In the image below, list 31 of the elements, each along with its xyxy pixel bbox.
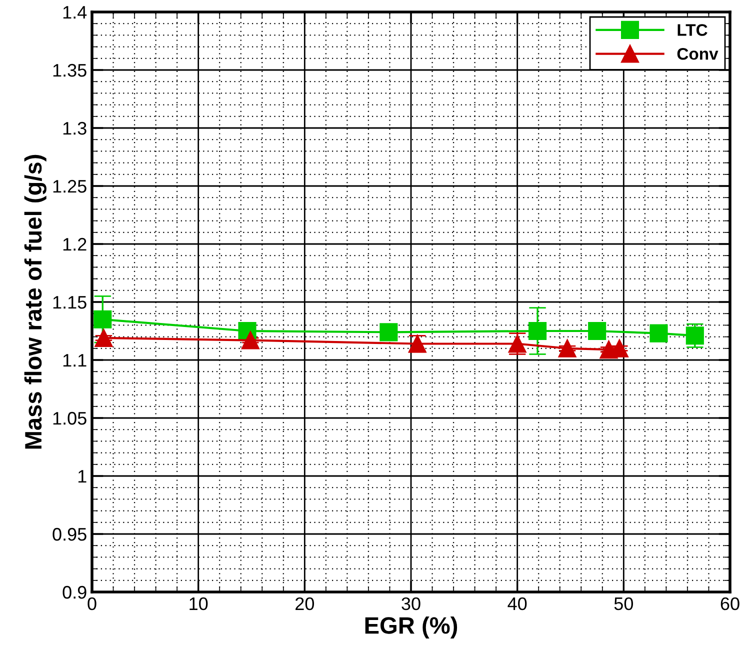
y-tick-label: 1.1 [63, 354, 86, 367]
x-tick-label: 20 [296, 597, 314, 610]
x-tick-label: 0 [88, 597, 96, 610]
legend-label: LTC [678, 24, 708, 36]
point [94, 310, 112, 328]
x-tick-label: 60 [720, 597, 740, 610]
x-axis-title: EGR (%) [365, 616, 458, 638]
x-tick-label: 40 [508, 597, 527, 610]
point [558, 339, 576, 358]
y-tick-label: 0.9 [62, 586, 86, 599]
x-tick-label: 10 [190, 597, 208, 610]
point [528, 322, 547, 340]
y-tick-label: 1.05 [53, 412, 86, 425]
point [650, 324, 668, 342]
point [686, 326, 704, 345]
point [588, 322, 606, 340]
y-axis-title: Mass flow rate of fuel (g/s) [24, 154, 46, 449]
y-tick-label: 1.2 [63, 238, 86, 251]
y-tick-label: 1.25 [53, 180, 86, 193]
y-tick-label: 1.15 [53, 296, 86, 309]
x-tick-label: 50 [614, 597, 634, 610]
legend-label: Conv [677, 48, 718, 60]
point [241, 331, 260, 350]
x-tick-label: 30 [402, 597, 420, 610]
y-tick-label: 0.95 [52, 528, 86, 541]
y-tick-label: 1 [78, 470, 86, 483]
y-tick-label: 1.4 [63, 6, 87, 19]
point [380, 323, 398, 342]
y-tick-label: 1.3 [63, 122, 86, 135]
y-tick-label: 1.35 [53, 64, 86, 77]
point [94, 328, 113, 347]
